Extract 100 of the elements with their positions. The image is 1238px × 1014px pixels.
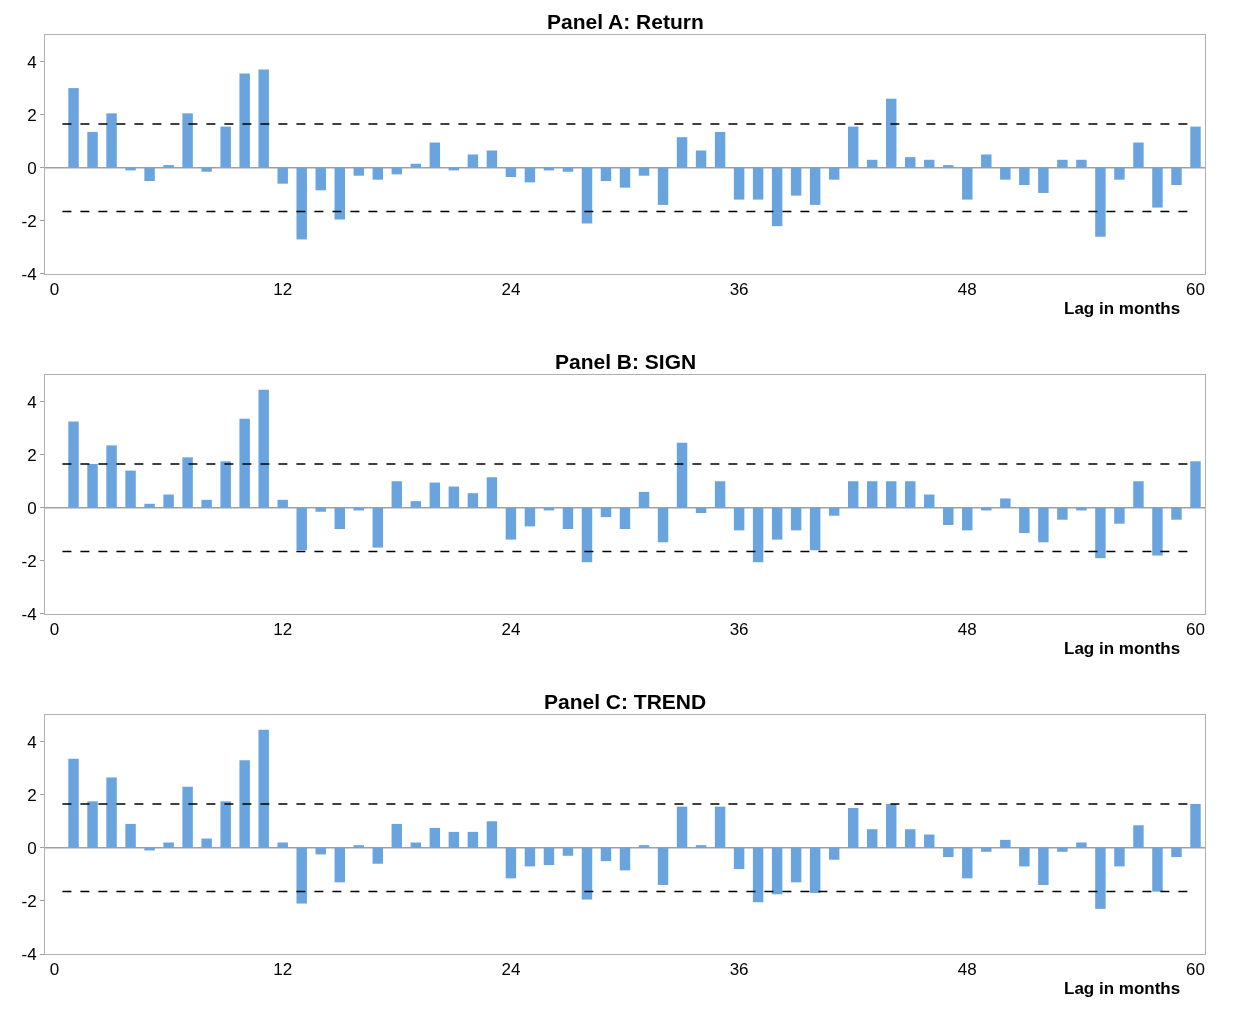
bar xyxy=(372,507,384,548)
bar xyxy=(277,499,288,508)
x-tick-label: 12 xyxy=(273,280,293,300)
bar xyxy=(125,823,136,848)
bar xyxy=(1095,507,1106,559)
bar xyxy=(1038,847,1049,885)
bar xyxy=(962,507,973,531)
bar xyxy=(68,88,79,168)
bar xyxy=(1171,847,1182,858)
y-tick-label: 4 xyxy=(27,52,37,72)
bar xyxy=(258,729,269,848)
bar xyxy=(581,167,593,224)
bar xyxy=(1190,126,1201,168)
bar xyxy=(543,847,555,866)
bar xyxy=(562,167,574,172)
bar xyxy=(1000,839,1011,848)
y-tick-label: 2 xyxy=(27,105,37,125)
bar xyxy=(1019,507,1030,533)
bar xyxy=(315,507,326,512)
bar xyxy=(163,165,174,168)
bar xyxy=(733,847,745,870)
bar xyxy=(581,847,593,900)
chart-title: Panel A: Return xyxy=(547,10,704,33)
bar xyxy=(68,421,79,508)
bar xyxy=(886,804,897,848)
bar xyxy=(524,847,536,867)
bar xyxy=(619,847,631,871)
bar xyxy=(391,823,403,848)
y-tick-label: 2 xyxy=(27,445,37,465)
bar xyxy=(1114,507,1125,524)
x-tick-label: 48 xyxy=(957,280,977,300)
x-axis-title: Lag in months xyxy=(1064,639,1181,658)
bar xyxy=(1019,847,1030,867)
bar xyxy=(676,137,688,168)
bar xyxy=(828,167,840,180)
bar xyxy=(410,501,422,508)
bar xyxy=(201,838,212,848)
bar xyxy=(220,461,231,508)
bar xyxy=(486,821,498,848)
bar xyxy=(562,507,574,530)
bar xyxy=(182,457,193,508)
bar xyxy=(847,126,859,168)
y-tick-label: -2 xyxy=(21,551,37,571)
x-tick-label: 36 xyxy=(729,960,749,980)
bar xyxy=(1057,159,1068,168)
bar xyxy=(524,167,536,183)
bar xyxy=(809,167,821,205)
bar xyxy=(1019,167,1030,185)
bar xyxy=(981,847,992,852)
bar xyxy=(106,113,117,168)
bar xyxy=(315,167,326,191)
bar xyxy=(752,167,764,200)
bar xyxy=(752,507,764,563)
bar xyxy=(962,847,973,879)
bar xyxy=(886,98,897,168)
bar xyxy=(106,777,117,848)
bar xyxy=(353,167,364,176)
x-tick-label: 36 xyxy=(729,620,749,640)
bar xyxy=(1057,507,1068,520)
bar xyxy=(410,842,422,848)
bar xyxy=(296,507,307,551)
bar xyxy=(828,507,840,516)
y-tick-label: -4 xyxy=(21,604,37,624)
bar xyxy=(524,507,536,527)
y-tick-label: -4 xyxy=(21,944,37,964)
bar xyxy=(771,167,783,227)
bar xyxy=(771,847,783,895)
bar xyxy=(981,154,992,168)
bar xyxy=(334,847,345,883)
x-tick-label: 60 xyxy=(1186,960,1205,980)
bar xyxy=(87,801,98,848)
bar xyxy=(1152,847,1163,892)
y-tick-label: 4 xyxy=(27,392,37,412)
bar xyxy=(87,131,98,168)
bar xyxy=(1133,825,1144,848)
bar xyxy=(943,847,954,858)
bar xyxy=(905,157,916,168)
bar xyxy=(87,463,98,508)
bar xyxy=(505,847,517,879)
x-axis-title: Lag in months xyxy=(1064,979,1181,998)
bar xyxy=(943,165,954,168)
x-tick-label: 60 xyxy=(1186,280,1205,300)
bar xyxy=(1038,507,1049,543)
bar xyxy=(924,159,935,168)
bar xyxy=(125,470,136,508)
x-tick-label: 0 xyxy=(49,280,60,300)
bar xyxy=(866,159,878,168)
bar xyxy=(410,163,422,168)
bar xyxy=(296,847,307,904)
x-tick-label: 12 xyxy=(273,960,293,980)
bar xyxy=(657,847,669,885)
bar xyxy=(258,69,269,168)
bar xyxy=(372,167,384,180)
bar xyxy=(334,507,345,530)
bar xyxy=(771,507,783,540)
bar xyxy=(695,845,707,848)
bar xyxy=(220,126,231,168)
bar xyxy=(334,167,345,220)
bar xyxy=(809,507,821,551)
bar xyxy=(467,831,479,848)
